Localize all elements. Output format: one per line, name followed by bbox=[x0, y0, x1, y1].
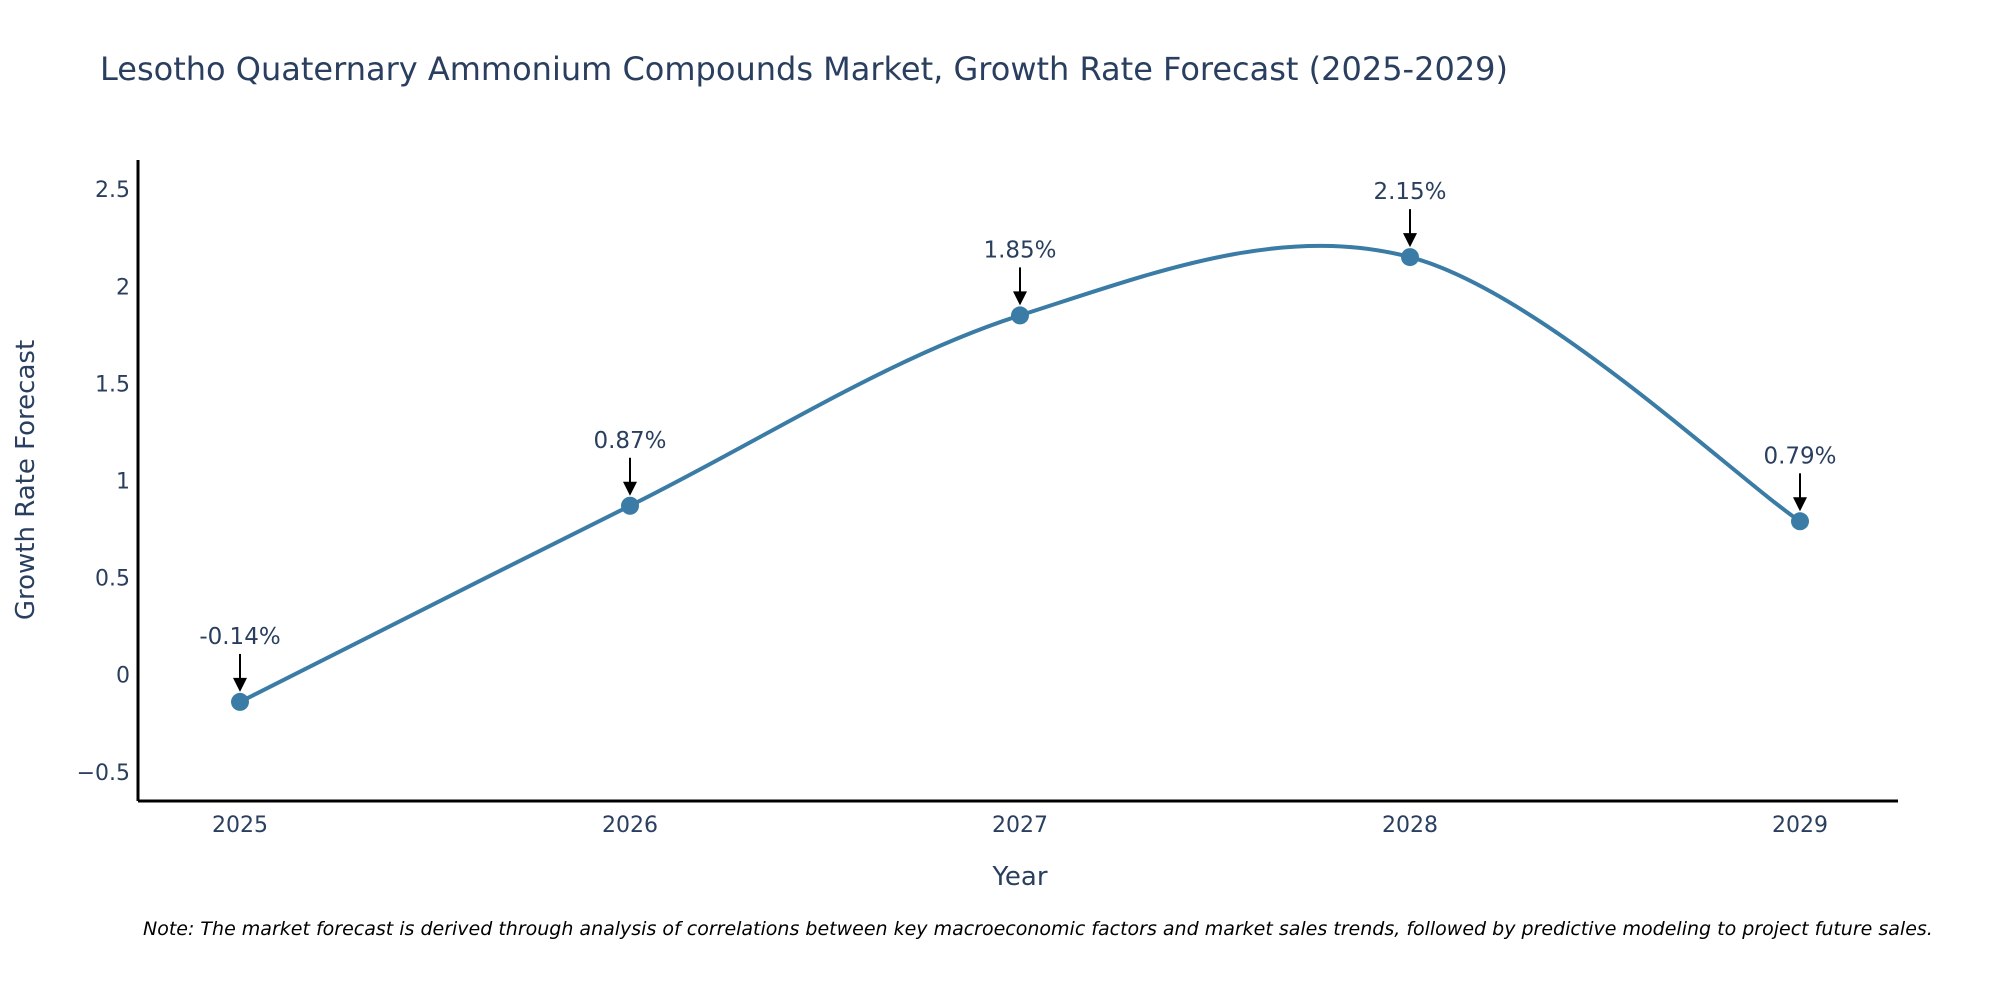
annotation-arrow-head bbox=[1793, 497, 1807, 511]
y-tick-label: 1.5 bbox=[95, 372, 130, 397]
y-axis-ticks: −0.5 0 0.5 1 1.5 2 2.5 bbox=[77, 178, 130, 786]
x-axis-ticks: 2025 2026 2027 2028 2029 bbox=[212, 813, 1828, 838]
data-label: 0.79% bbox=[1763, 443, 1836, 469]
growth-rate-chart: Lesotho Quaternary Ammonium Compounds Ma… bbox=[0, 0, 2000, 1000]
annotation-arrow-head bbox=[623, 482, 637, 496]
x-axis-title: Year bbox=[991, 862, 1047, 892]
y-tick-label: −0.5 bbox=[77, 761, 130, 786]
y-tick-label: 2.5 bbox=[95, 178, 130, 203]
data-label: -0.14% bbox=[199, 624, 280, 650]
x-tick-label: 2029 bbox=[1772, 813, 1828, 838]
data-markers bbox=[231, 248, 1809, 711]
data-point bbox=[231, 693, 249, 711]
data-label: 0.87% bbox=[593, 428, 666, 454]
x-tick-label: 2027 bbox=[992, 813, 1048, 838]
x-tick-label: 2026 bbox=[602, 813, 658, 838]
annotation-arrow-head bbox=[233, 678, 247, 692]
data-point bbox=[1011, 306, 1029, 324]
data-point bbox=[621, 497, 639, 515]
y-tick-label: 2 bbox=[116, 275, 130, 300]
chart-title: Lesotho Quaternary Ammonium Compounds Ma… bbox=[100, 50, 1508, 88]
y-tick-label: 0 bbox=[116, 664, 130, 689]
data-annotations: -0.14% 0.87% 1.85% 2.15% 0.79% bbox=[199, 179, 1836, 692]
y-tick-label: 1 bbox=[116, 470, 130, 495]
annotation-arrow-head bbox=[1403, 233, 1417, 247]
annotation-arrow-head bbox=[1013, 291, 1027, 305]
data-label: 1.85% bbox=[983, 237, 1056, 263]
y-axis-title: Growth Rate Forecast bbox=[11, 340, 41, 620]
footnote: Note: The market forecast is derived thr… bbox=[143, 918, 1933, 940]
data-point bbox=[1791, 512, 1809, 530]
x-tick-label: 2025 bbox=[212, 813, 268, 838]
data-point bbox=[1401, 248, 1419, 266]
y-tick-label: 0.5 bbox=[95, 567, 130, 592]
data-label: 2.15% bbox=[1373, 179, 1446, 205]
x-tick-label: 2028 bbox=[1382, 813, 1438, 838]
